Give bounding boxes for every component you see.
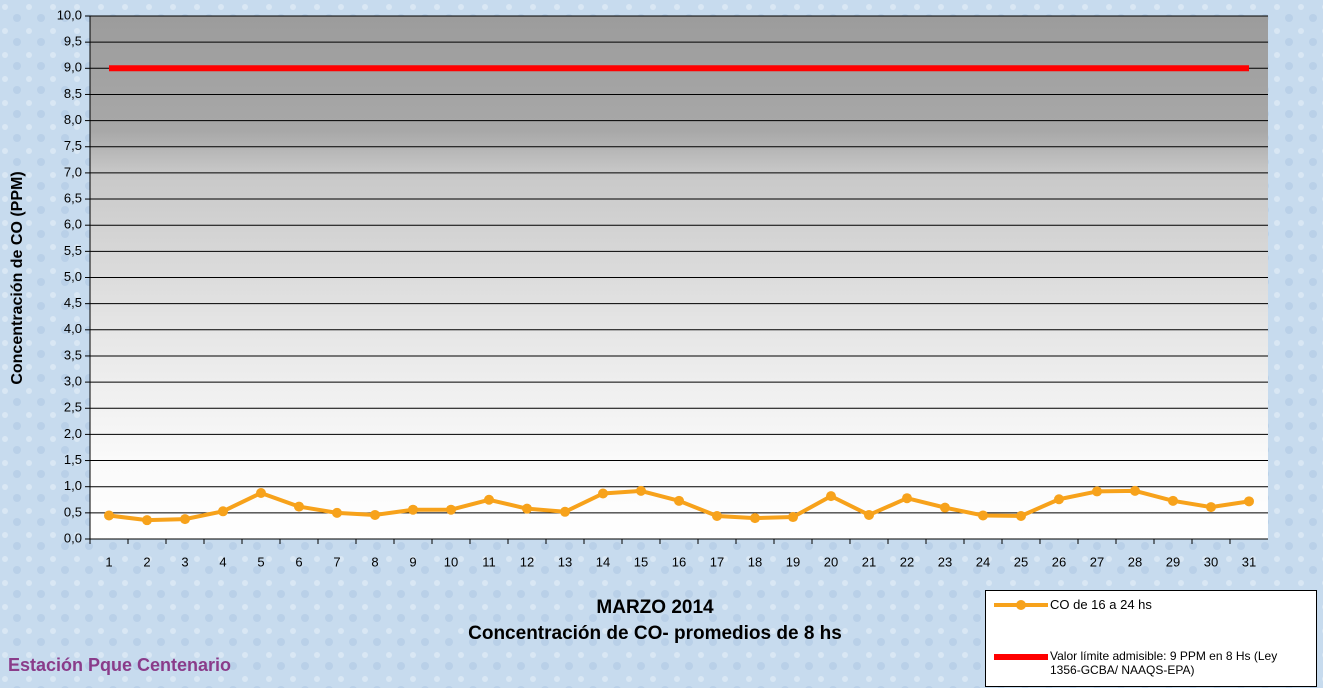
data-point (1054, 494, 1064, 504)
data-point (940, 503, 950, 513)
y-tick-label: 10,0 (57, 7, 82, 22)
data-point (104, 510, 114, 520)
data-point (1092, 486, 1102, 496)
y-tick-label: 7,5 (64, 138, 82, 153)
data-point (446, 505, 456, 515)
y-tick-label: 3,5 (64, 347, 82, 362)
y-tick-label: 9,5 (64, 34, 82, 49)
data-point (1244, 496, 1254, 506)
x-tick-label: 25 (1014, 554, 1028, 569)
chart-title: MARZO 2014 (596, 597, 714, 618)
data-point (1016, 511, 1026, 521)
x-tick-label: 16 (672, 554, 686, 569)
page: MARZO 2014 Concentración de CO- promedio… (0, 0, 1323, 688)
data-point (560, 507, 570, 517)
y-tick-label: 0,0 (64, 530, 82, 545)
y-tick-label: 6,5 (64, 190, 82, 205)
chart-subtitle: Concentración de CO- promedios de 8 hs (468, 623, 842, 644)
x-tick-label: 18 (748, 554, 762, 569)
y-tick-label: 4,5 (64, 295, 82, 310)
data-point (484, 495, 494, 505)
data-point (788, 512, 798, 522)
y-tick-label: 8,5 (64, 86, 82, 101)
y-axis-title: Concentración de CO (PPM) (9, 171, 26, 384)
x-tick-label: 9 (409, 554, 416, 569)
y-tick-label: 6,0 (64, 217, 82, 232)
legend-label: CO de 16 a 24 hs (1050, 597, 1152, 612)
x-tick-label: 20 (824, 554, 838, 569)
chart: MARZO 2014 Concentración de CO- promedio… (0, 0, 1323, 688)
y-tick-label: 0,5 (64, 504, 82, 519)
y-tick-label: 2,5 (64, 400, 82, 415)
x-tick-label: 4 (219, 554, 226, 569)
legend-item: CO de 16 a 24 hs (990, 597, 1152, 613)
data-point (1130, 486, 1140, 496)
data-point (408, 505, 418, 515)
x-tick-label: 26 (1052, 554, 1066, 569)
data-point (370, 510, 380, 520)
x-tick-label: 23 (938, 554, 952, 569)
y-tick-label: 5,0 (64, 269, 82, 284)
y-tick-label: 7,0 (64, 164, 82, 179)
y-tick-label: 4,0 (64, 321, 82, 336)
x-tick-label: 2 (143, 554, 150, 569)
x-tick-label: 24 (976, 554, 990, 569)
legend-swatch (990, 649, 1050, 665)
data-point (294, 502, 304, 512)
data-point (636, 486, 646, 496)
x-tick-label: 8 (371, 554, 378, 569)
legend-item: Valor límite admisible: 9 PPM en 8 Hs (L… (990, 649, 1300, 677)
data-point (978, 510, 988, 520)
x-tick-label: 1 (105, 554, 112, 569)
data-point (522, 504, 532, 514)
legend: CO de 16 a 24 hs Valor límite admisible:… (985, 590, 1317, 687)
data-point (902, 493, 912, 503)
data-point (142, 515, 152, 525)
x-tick-label: 27 (1090, 554, 1104, 569)
x-tick-label: 13 (558, 554, 572, 569)
x-tick-label: 29 (1166, 554, 1180, 569)
data-point (180, 514, 190, 524)
data-point (750, 513, 760, 523)
data-point (1168, 496, 1178, 506)
data-point (256, 488, 266, 498)
x-tick-label: 5 (257, 554, 264, 569)
data-point (826, 491, 836, 501)
x-tick-label: 22 (900, 554, 914, 569)
data-point (712, 511, 722, 521)
station-label: Estación Pque Centenario (8, 655, 231, 675)
x-tick-label: 10 (444, 554, 458, 569)
data-point (598, 488, 608, 498)
data-point (674, 496, 684, 506)
x-tick-label: 11 (482, 554, 496, 569)
x-tick-label: 12 (520, 554, 534, 569)
x-tick-label: 28 (1128, 554, 1142, 569)
legend-swatch (990, 597, 1050, 613)
y-tick-label: 5,5 (64, 243, 82, 258)
data-point (218, 506, 228, 516)
x-tick-label: 14 (596, 554, 610, 569)
data-point (864, 510, 874, 520)
x-tick-label: 15 (634, 554, 648, 569)
legend-label: Valor límite admisible: 9 PPM en 8 Hs (L… (1050, 649, 1300, 677)
y-tick-label: 8,0 (64, 112, 82, 127)
data-point (332, 508, 342, 518)
x-tick-label: 21 (862, 554, 876, 569)
x-tick-label: 19 (786, 554, 800, 569)
y-tick-label: 9,0 (64, 60, 82, 75)
x-tick-label: 7 (333, 554, 340, 569)
x-tick-label: 31 (1242, 554, 1256, 569)
legend-marker (1016, 600, 1026, 610)
x-tick-label: 6 (295, 554, 302, 569)
y-tick-label: 1,5 (64, 452, 82, 467)
y-tick-label: 1,0 (64, 478, 82, 493)
data-point (1206, 502, 1216, 512)
x-tick-label: 17 (710, 554, 724, 569)
x-tick-label: 30 (1204, 554, 1218, 569)
y-tick-label: 3,0 (64, 374, 82, 389)
x-tick-label: 3 (181, 554, 188, 569)
y-tick-label: 2,0 (64, 426, 82, 441)
